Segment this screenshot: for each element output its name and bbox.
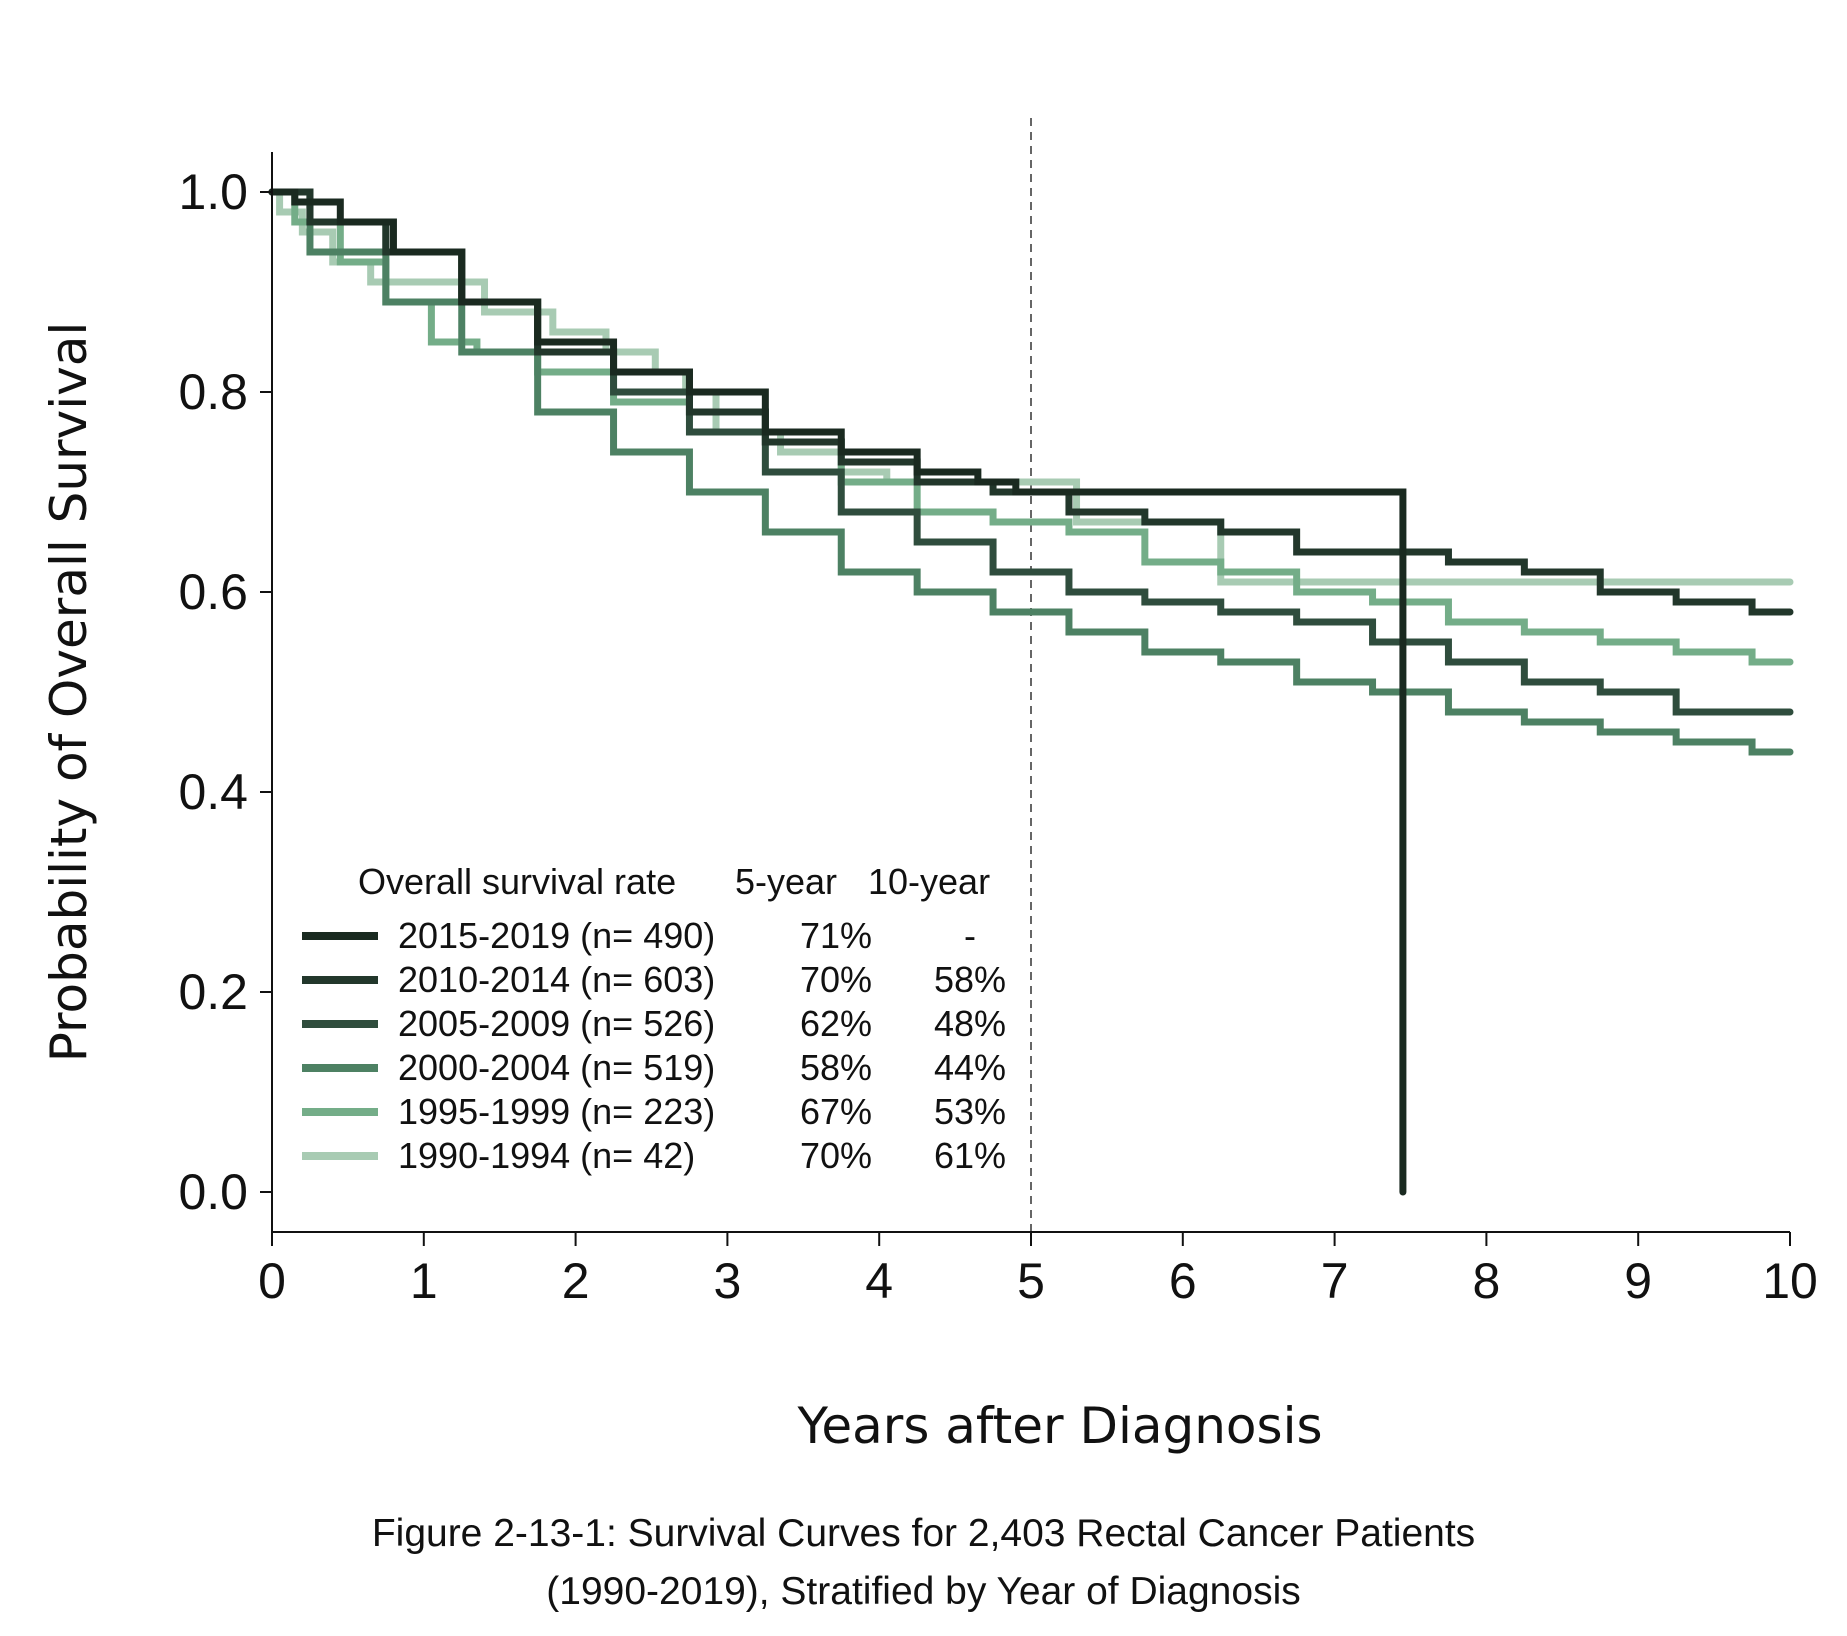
y-ticks: 0.0 0.2 0.4 0.6 0.8 1.0 — [178, 164, 272, 1220]
legend-entry-5-year: 70% — [800, 959, 872, 1000]
y-tick-label: 1.0 — [178, 164, 248, 220]
figure-caption-line-2: (1990-2019), Stratified by Year of Diagn… — [546, 1570, 1301, 1613]
legend-entry-10-year: 48% — [934, 1003, 1006, 1044]
legend-entry-label: 2000-2004 (n= 519) — [398, 1047, 715, 1088]
x-tick-label: 8 — [1472, 1253, 1500, 1309]
legend-entry-10-year: 58% — [934, 959, 1006, 1000]
x-tick-label: 5 — [1017, 1253, 1045, 1309]
y-tick-label: 0.2 — [178, 964, 248, 1020]
legend-entry-label: 2010-2014 (n= 603) — [398, 959, 715, 1000]
legend-entry-label: 2005-2009 (n= 526) — [398, 1003, 715, 1044]
x-tick-label: 10 — [1762, 1253, 1818, 1309]
x-ticks: 0 1 2 3 4 5 6 7 8 9 10 — [258, 1232, 1818, 1309]
x-tick-label: 1 — [410, 1253, 438, 1309]
x-tick-label: 4 — [865, 1253, 893, 1309]
legend-title: Overall survival rate — [358, 861, 676, 902]
legend-entry-label: 1990-1994 (n= 42) — [398, 1135, 695, 1176]
legend-entry-label: 2015-2019 (n= 490) — [398, 915, 715, 956]
legend-entry-10-year: 44% — [934, 1047, 1006, 1088]
legend-entry-10-year: - — [964, 915, 976, 956]
y-axis-label: Probability of Overall Survival — [40, 322, 98, 1062]
series-line-1 — [268, 188, 1794, 666]
legend: Overall survival rate 5-year 10-year 201… — [302, 861, 1006, 1176]
x-tick-label: 7 — [1321, 1253, 1349, 1309]
x-tick-label: 0 — [258, 1253, 286, 1309]
y-tick-label: 0.6 — [178, 564, 248, 620]
legend-entry-10-year: 53% — [934, 1091, 1006, 1132]
legend-header-5-year: 5-year — [735, 861, 837, 902]
x-tick-label: 2 — [562, 1253, 590, 1309]
y-tick-label: 0.0 — [178, 1164, 248, 1220]
legend-entry-label: 1995-1999 (n= 223) — [398, 1091, 715, 1132]
figure-caption-line-1: Figure 2-13-1: Survival Curves for 2,403… — [371, 1512, 1476, 1555]
y-tick-label: 0.4 — [178, 764, 248, 820]
series-line-5 — [268, 188, 1407, 1196]
legend-entry-10-year: 61% — [934, 1135, 1006, 1176]
x-axis-label: Years after Diagnosis — [796, 1397, 1322, 1455]
series-layer — [268, 188, 1794, 1196]
legend-entry-5-year: 58% — [800, 1047, 872, 1088]
legend-entry-5-year: 70% — [800, 1135, 872, 1176]
legend-header-10-year: 10-year — [868, 861, 990, 902]
x-tick-label: 6 — [1169, 1253, 1197, 1309]
x-tick-label: 9 — [1624, 1253, 1652, 1309]
legend-entry-5-year: 71% — [800, 915, 872, 956]
y-tick-label: 0.8 — [178, 364, 248, 420]
x-tick-label: 3 — [713, 1253, 741, 1309]
legend-entry-5-year: 62% — [800, 1003, 872, 1044]
legend-entry-5-year: 67% — [800, 1091, 872, 1132]
